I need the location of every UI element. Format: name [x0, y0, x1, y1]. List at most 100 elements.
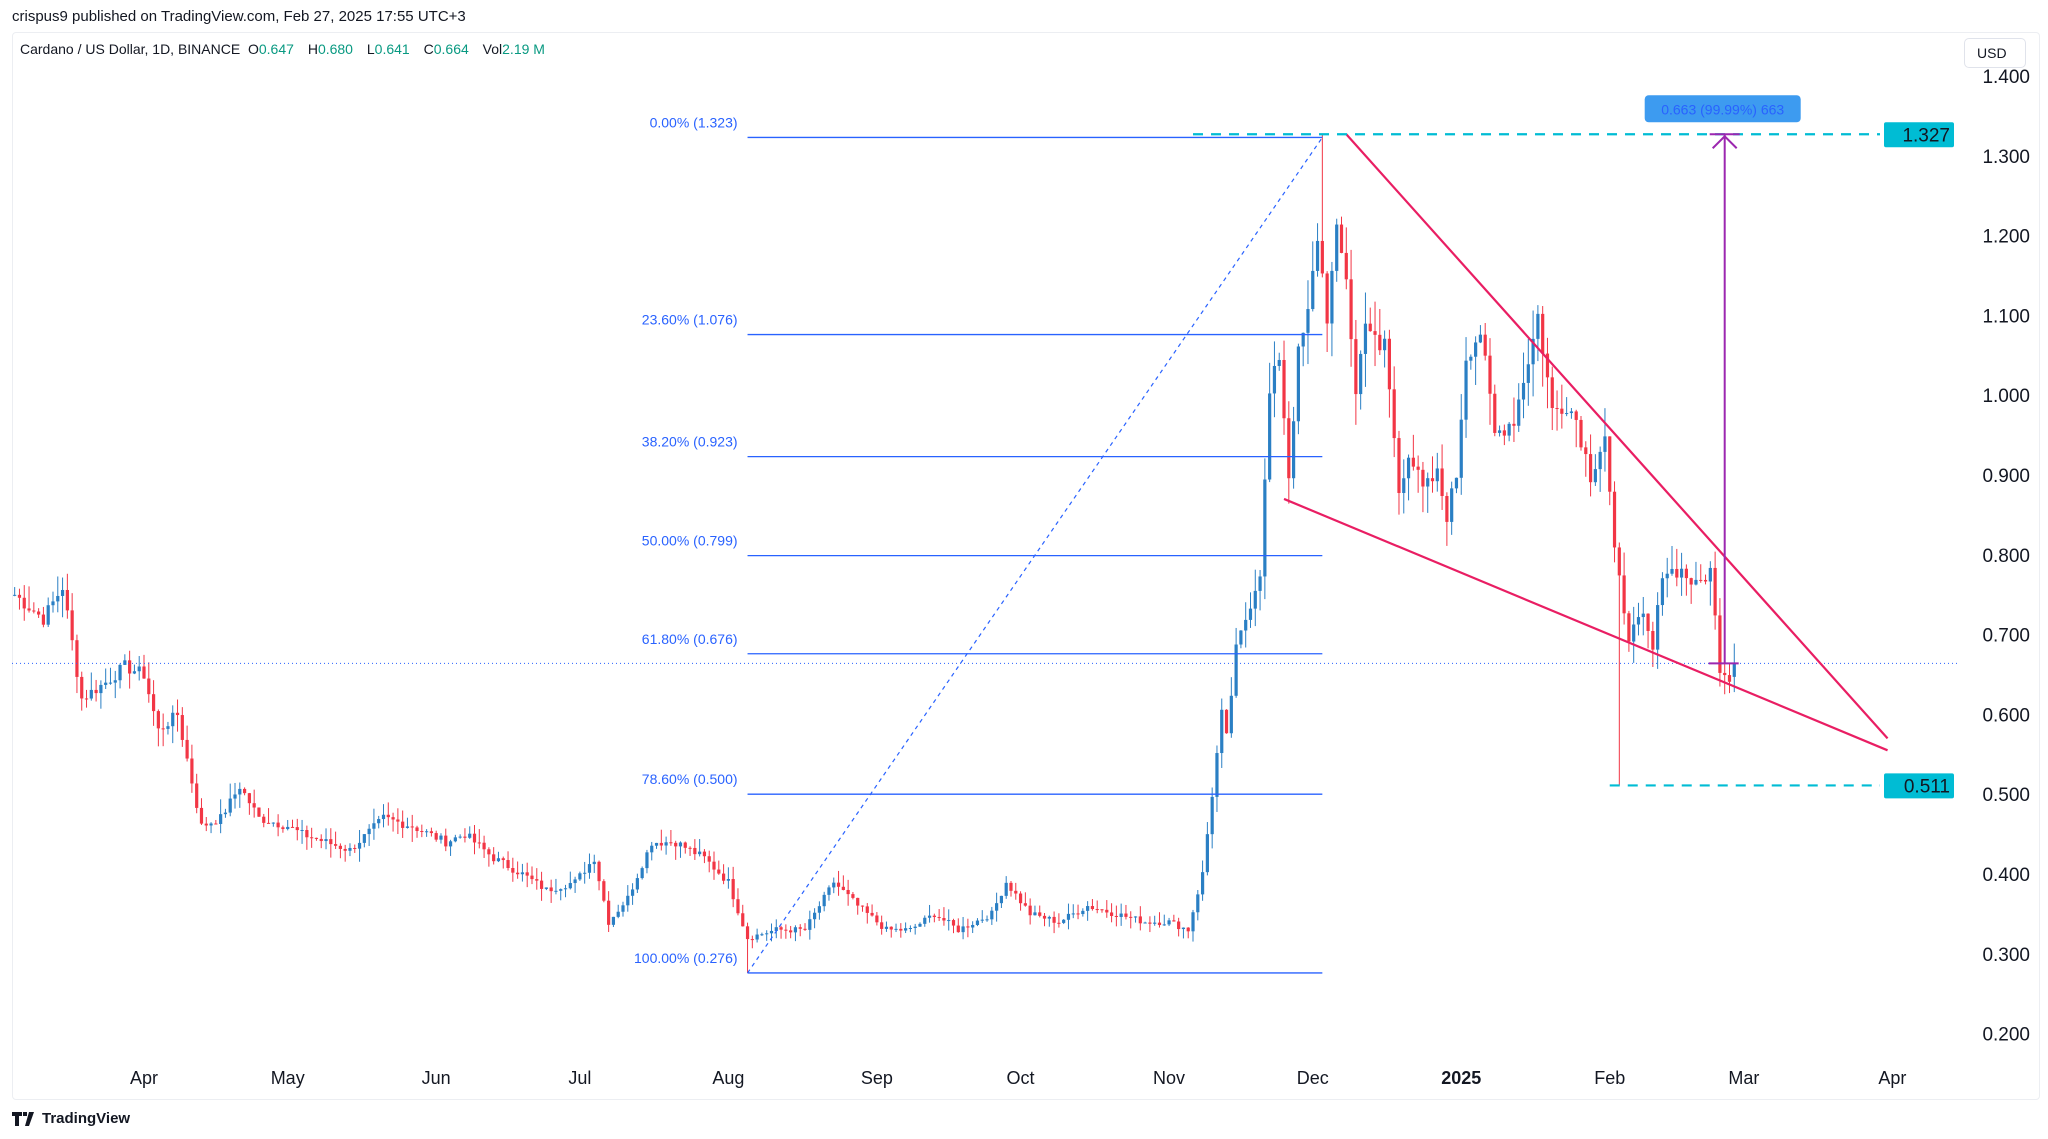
candle-body — [238, 788, 242, 795]
candle-body — [41, 614, 46, 625]
candle-body — [338, 845, 342, 849]
candle-body — [1248, 608, 1253, 620]
candle-body — [798, 927, 802, 929]
candle-body — [971, 924, 975, 928]
candle-body — [1478, 334, 1483, 343]
candle-body — [870, 912, 874, 916]
candle-body — [252, 803, 256, 808]
x-tick-label: 2025 — [1441, 1068, 1481, 1088]
candle-body — [693, 847, 697, 855]
candle-body — [707, 856, 711, 862]
candle-body — [1402, 478, 1406, 493]
footer-brand[interactable]: TradingView — [12, 1110, 130, 1127]
candle-body — [1521, 382, 1526, 400]
x-tick-label: Apr — [1878, 1068, 1906, 1088]
candle-body — [616, 911, 620, 917]
target-price-label: 1.327 — [1902, 125, 1950, 146]
candle-body — [808, 919, 812, 930]
candle-body — [372, 823, 376, 829]
candle-body — [257, 807, 261, 817]
y-tick-label: 0.600 — [1982, 705, 2030, 726]
candle-body — [314, 837, 319, 839]
candle-body — [1368, 323, 1372, 332]
candle-body — [1129, 916, 1133, 918]
candle-body — [1066, 913, 1071, 920]
candle-body — [286, 826, 290, 830]
candle-body — [1732, 663, 1736, 677]
candle-body — [1018, 893, 1023, 904]
candle-body — [721, 873, 726, 881]
candle-body — [108, 682, 113, 684]
candle-body — [1296, 346, 1300, 422]
candle-body — [793, 927, 798, 933]
candle-body — [80, 676, 84, 699]
candle-body — [1675, 568, 1679, 578]
x-tick-label: Apr — [130, 1068, 158, 1088]
candle-body — [995, 903, 999, 911]
candle-body — [1277, 359, 1281, 366]
candle-body — [549, 887, 553, 892]
candle-body — [1612, 491, 1617, 548]
candle-body — [1062, 919, 1066, 923]
low-label: L — [366, 41, 375, 57]
candle-body — [1512, 423, 1516, 426]
candle-body — [908, 928, 912, 930]
footer-brand-label: TradingView — [42, 1110, 131, 1127]
x-tick-label: Feb — [1594, 1068, 1625, 1088]
candle-body — [1191, 912, 1195, 932]
candle-body — [789, 930, 793, 933]
candle-body — [1335, 224, 1339, 271]
candle-body — [1435, 468, 1439, 482]
candle-body — [583, 872, 587, 874]
candle-body — [884, 926, 889, 929]
candle-body — [17, 594, 22, 598]
x-tick-label: Jul — [568, 1068, 591, 1088]
candle-body — [650, 845, 654, 853]
candle-body — [132, 671, 137, 674]
candle-body — [1651, 630, 1655, 650]
candle-body — [717, 869, 721, 874]
candle-body — [1033, 912, 1037, 916]
candle-body — [137, 666, 141, 672]
x-tick-label: Sep — [861, 1068, 893, 1088]
candle-body — [1071, 913, 1075, 915]
candle-body — [1727, 675, 1732, 682]
candle-body — [578, 873, 582, 880]
candle-body — [1263, 479, 1267, 577]
candle-body — [1186, 927, 1190, 932]
fib-level-label: 0.00% (1.323) — [650, 114, 738, 130]
fib-level-label: 50.00% (0.799) — [642, 533, 738, 549]
candle-body — [46, 605, 50, 625]
candle-body — [937, 917, 941, 919]
candle-body — [99, 684, 103, 694]
candle-body — [300, 830, 304, 832]
candle-body — [1105, 909, 1109, 913]
candle-body — [1584, 447, 1588, 455]
currency-button[interactable]: USD — [1964, 38, 2026, 68]
candle-body — [1330, 270, 1334, 324]
volume-label: Vol — [482, 41, 503, 57]
candle-body — [803, 928, 807, 930]
x-tick-label: Oct — [1007, 1068, 1035, 1088]
candle-body — [1268, 393, 1272, 480]
candle-body — [1718, 615, 1722, 673]
candle-body — [741, 913, 745, 927]
wedge-lower-line — [1283, 497, 1888, 752]
candle-body — [204, 823, 208, 826]
candle-body — [1162, 924, 1166, 926]
candle-body — [377, 819, 381, 824]
candle-body — [1038, 912, 1042, 916]
candle-body — [664, 842, 668, 846]
candle-body — [1397, 438, 1401, 493]
candle-body — [343, 848, 347, 851]
tradingview-logo-icon — [12, 1111, 34, 1126]
candle-body — [1004, 882, 1008, 896]
candle-body — [1244, 619, 1248, 631]
candle-body — [1588, 454, 1593, 483]
candle-body — [1076, 913, 1080, 915]
x-tick-label: Mar — [1728, 1068, 1759, 1088]
candle-body — [1474, 342, 1478, 357]
candle-body — [32, 610, 36, 612]
candle-body — [190, 758, 194, 784]
